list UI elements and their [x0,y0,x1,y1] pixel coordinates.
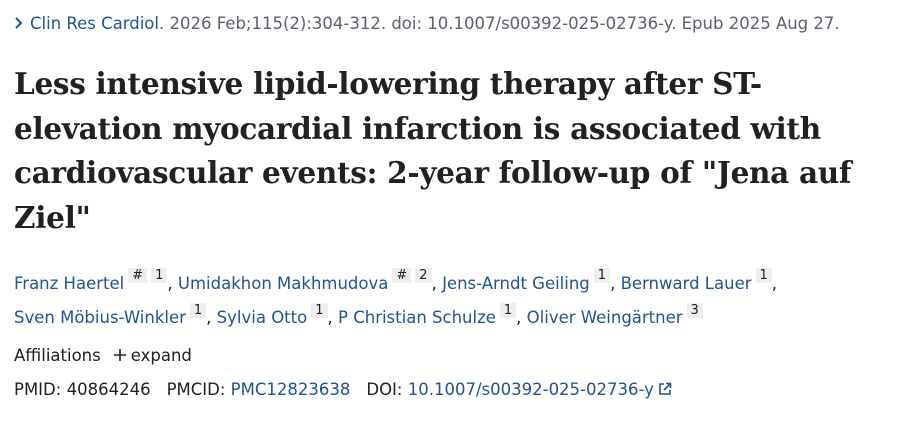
affiliation-number[interactable]: 1 [189,302,207,318]
plus-icon [113,349,126,361]
identifier-label: PMID: [14,380,62,399]
expand-text: expand [130,346,192,365]
author-name[interactable]: P Christian Schulze [338,308,496,327]
chevron-icon [15,17,23,29]
author: P Christian Schulze 1, [338,302,522,327]
separator: , [516,308,522,327]
separator: , [167,273,173,293]
affiliation-number[interactable]: 1 [755,268,772,283]
author: Franz Haertel #1, [14,268,173,293]
citation: Clin Res Cardiol. 2026 Feb;115(2):304-31… [14,14,840,33]
author: Sven Möbius-Winkler 1, [14,302,212,327]
identifier-link[interactable]: 10.1007/s00392-025-02736-y [408,380,672,399]
affiliations-label: Affiliations [14,346,101,365]
author-name[interactable]: Oliver Weingärtner [526,308,683,327]
identifier: DOI: 10.1007/s00392-025-02736-y [366,380,672,399]
author: Sylvia Otto 1, [216,302,333,327]
equal-contrib-mark: # [392,268,412,283]
affiliations: Affiliations expand [14,346,192,365]
affiliation-number[interactable]: 1 [499,302,517,318]
affiliation-number[interactable]: 3 [686,302,703,318]
author-name[interactable]: Sven Möbius-Winkler [14,308,186,327]
separator: , [431,273,437,293]
identifier-value: 40864246 [66,380,151,399]
author: Umidakhon Makhmudova #2, [177,268,437,293]
author-name[interactable]: Franz Haertel [14,273,125,293]
identifier-label: DOI: [366,380,403,399]
author-name[interactable]: Jens-Arndt Geiling [442,273,590,293]
author: Jens-Arndt Geiling 1, [442,268,616,293]
separator: , [610,273,616,293]
expand-toggle[interactable]: expand [101,346,192,365]
article-title: Less intensive lipid-lowering therapy af… [14,66,852,235]
author: Oliver Weingärtner 3 [526,302,703,327]
identifier: PMCID: PMC12823638 [167,380,351,399]
affiliation-number[interactable]: 2 [415,268,432,283]
journal-link[interactable]: Clin Res Cardiol [30,14,159,33]
separator: , [206,308,212,327]
author: Bernward Lauer 1, [620,268,778,293]
citation-text: . 2026 Feb;115(2):304-312. doi: 10.1007/… [158,14,840,33]
equal-contrib-mark: # [128,268,148,283]
separator: , [771,273,778,293]
authors-list: Franz Haertel #1, Umidakhon Makhmudova #2,… [14,264,894,333]
affiliation-number[interactable]: 1 [151,268,168,283]
author-name[interactable]: Umidakhon Makhmudova [177,273,389,293]
identifier: PMID: 40864246 [14,380,151,399]
author-name[interactable]: Bernward Lauer [620,273,752,293]
identifier-label: PMCID: [166,380,226,399]
separator: , [327,308,333,327]
identifier-link[interactable]: PMC12823638 [230,380,351,399]
affiliation-number[interactable]: 1 [311,302,328,318]
affiliation-number[interactable]: 1 [593,268,611,283]
external-link-icon [659,382,672,395]
author-name[interactable]: Sylvia Otto [216,308,308,327]
identifiers: PMID: 40864246 PMCID: PMC12823638 DOI: 10.… [14,380,688,399]
